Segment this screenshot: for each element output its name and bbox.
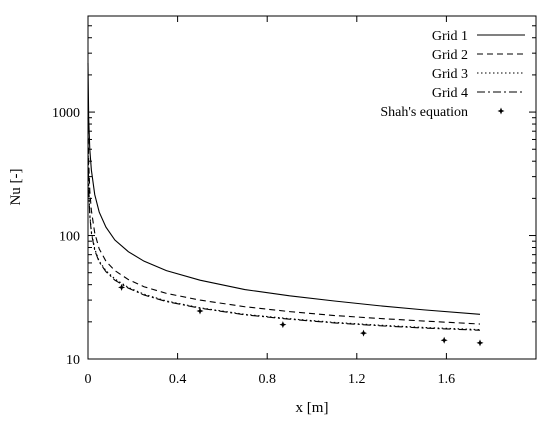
series-group	[87, 62, 484, 347]
x-tick-label: 0.4	[169, 372, 187, 387]
shah-point	[118, 283, 126, 291]
y-tick-label: 100	[59, 230, 80, 245]
y-tick-label: 1000	[52, 106, 80, 121]
shah-point	[440, 336, 448, 344]
plot-frame	[87, 15, 537, 360]
shah-point-shape	[196, 307, 204, 315]
shah-point-shape	[118, 283, 126, 291]
y-axis-label: Nu [-]	[8, 168, 24, 205]
legend-marker	[497, 107, 505, 115]
shah-point-shape	[360, 329, 368, 337]
legend-label: Grid 4	[432, 86, 468, 101]
legend-label: Shah's equation	[380, 105, 468, 120]
shah-point-shape	[279, 321, 287, 329]
shah-point	[476, 339, 484, 347]
axis-ticks: 0 0.4 0.8 1.2 1.6 10 100 1000	[52, 15, 536, 387]
shah-point	[279, 321, 287, 329]
x-tick-label: 0	[85, 372, 92, 387]
shah-point	[196, 307, 204, 315]
legend-marker-shape	[497, 107, 505, 115]
series-line-2	[87, 117, 481, 325]
shah-point-shape	[476, 339, 484, 347]
legend-label: Grid 2	[432, 48, 468, 63]
legend: Grid 1 Grid 2 Grid 3 Grid 4 Shah's equation	[380, 29, 525, 120]
y-tick-label: 10	[66, 353, 80, 368]
series-line-1	[87, 62, 481, 315]
legend-label: Grid 3	[432, 67, 468, 82]
x-tick-label: 1.6	[438, 372, 456, 387]
x-axis-label: x [m]	[296, 400, 329, 416]
shah-point-shape	[440, 336, 448, 344]
series-line-3	[87, 139, 481, 331]
shah-point	[360, 329, 368, 337]
series-line-4	[87, 141, 481, 331]
x-tick-label: 0.8	[258, 372, 276, 387]
legend-label: Grid 1	[432, 29, 468, 44]
x-tick-label: 1.2	[348, 372, 366, 387]
